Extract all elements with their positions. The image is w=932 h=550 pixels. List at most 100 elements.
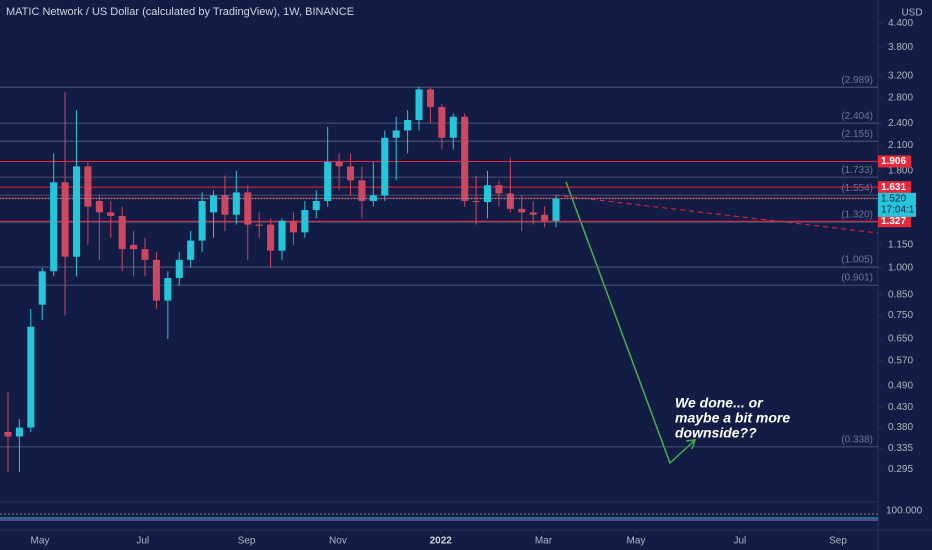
y-tick-label: 0.850 — [888, 289, 913, 300]
chart-title: MATIC Network / US Dollar (calculated by… — [6, 6, 354, 18]
price-label: 1.906 — [881, 156, 906, 167]
indicator-tick: 100.000 — [886, 506, 923, 517]
candle-body — [130, 244, 138, 250]
y-tick-label: 4.400 — [888, 18, 913, 29]
x-tick-label: Nov — [329, 536, 347, 547]
x-tick-label: Sep — [829, 536, 847, 547]
candle-body — [449, 116, 457, 138]
candle-body — [175, 259, 183, 279]
last-price-label: 1.520 — [881, 193, 906, 204]
candle-body — [301, 210, 309, 233]
fib-label: (1.005) — [841, 255, 873, 266]
candle-body — [426, 89, 434, 108]
candle-body — [141, 249, 149, 260]
candle-body — [164, 278, 172, 301]
candle-body — [312, 200, 320, 211]
annotation-line: downside?? — [675, 425, 757, 441]
candle-body — [438, 107, 446, 138]
candle-body — [335, 161, 343, 167]
y-tick-label: 0.430 — [888, 402, 913, 413]
candle-body — [518, 208, 526, 213]
candle-body — [483, 185, 492, 203]
candle-body — [541, 214, 549, 221]
x-tick-label: May — [31, 536, 50, 547]
candle-body — [152, 259, 160, 301]
x-tick-label: Jul — [136, 536, 149, 547]
price-label: 1.631 — [881, 182, 906, 193]
candle-body — [415, 89, 423, 121]
candle-body — [346, 166, 355, 181]
candle-body — [495, 185, 503, 194]
fib-label: (0.901) — [841, 273, 873, 284]
price-label: 1.327 — [881, 216, 906, 227]
candle-body — [289, 220, 297, 233]
candle-body — [95, 200, 103, 213]
currency-label: USD — [901, 8, 922, 19]
y-tick-label: 0.750 — [888, 310, 913, 321]
candle-body — [107, 212, 115, 216]
candle-body — [506, 193, 514, 209]
y-tick-label: 2.800 — [888, 93, 913, 104]
trend-line — [554, 194, 879, 234]
candle-body — [232, 192, 240, 215]
candle-body — [38, 271, 46, 305]
y-tick-label: 3.200 — [888, 71, 913, 82]
candle-body — [187, 240, 195, 260]
y-tick-label: 2.400 — [888, 118, 913, 129]
candle-body — [198, 200, 206, 241]
price-label-box — [878, 155, 911, 168]
y-tick-label: 3.800 — [888, 42, 913, 53]
annotation-line: We done... or — [675, 395, 764, 411]
candle-body — [278, 220, 286, 251]
price-label-box — [878, 181, 911, 194]
candle-body — [392, 130, 400, 138]
fib-label: (1.320) — [841, 210, 873, 221]
candle-body — [369, 195, 377, 201]
fib-label: (1.733) — [841, 165, 873, 176]
y-tick-label: 0.490 — [888, 380, 913, 391]
fib-label: (0.338) — [841, 435, 873, 446]
candle-body — [221, 195, 229, 215]
candle-body — [4, 431, 12, 437]
candle-body — [324, 161, 332, 201]
candle-body — [404, 120, 412, 131]
fib-label: (1.554) — [841, 183, 873, 194]
x-tick-label: May — [626, 536, 645, 547]
y-tick-label: 0.380 — [888, 422, 913, 433]
candle-body — [118, 215, 126, 250]
x-tick-label: Sep — [238, 536, 256, 547]
y-tick-label: 0.335 — [888, 443, 913, 454]
candle-body — [27, 326, 35, 428]
candle-body — [267, 224, 275, 251]
candle-body — [255, 224, 263, 226]
candle-body — [50, 182, 58, 272]
candle-body — [529, 212, 537, 215]
candle-body — [15, 427, 23, 437]
candle-body — [209, 195, 218, 213]
projection-arrow — [565, 181, 696, 465]
annotation-line: maybe a bit more — [675, 410, 790, 426]
y-tick-label: 1.800 — [888, 166, 913, 177]
candle-body — [358, 180, 366, 201]
fib-label: (2.155) — [841, 129, 873, 140]
fib-label: (2.989) — [841, 75, 873, 86]
x-tick-label: 2022 — [430, 536, 453, 547]
y-tick-label: 0.295 — [888, 464, 913, 475]
last-price-box — [878, 192, 916, 217]
candle-body — [472, 200, 480, 203]
candle-body — [552, 198, 560, 221]
x-tick-label: Jul — [733, 536, 746, 547]
y-tick-label: 1.150 — [888, 239, 913, 250]
y-tick-label: 0.650 — [888, 334, 913, 345]
price-label-box — [878, 215, 911, 228]
fib-label: (2.404) — [841, 111, 873, 122]
candle-body — [72, 166, 81, 257]
y-tick-label: 2.100 — [888, 140, 913, 151]
candle-body — [84, 166, 92, 207]
candle-body — [461, 116, 469, 201]
y-tick-label: 0.570 — [888, 355, 913, 366]
